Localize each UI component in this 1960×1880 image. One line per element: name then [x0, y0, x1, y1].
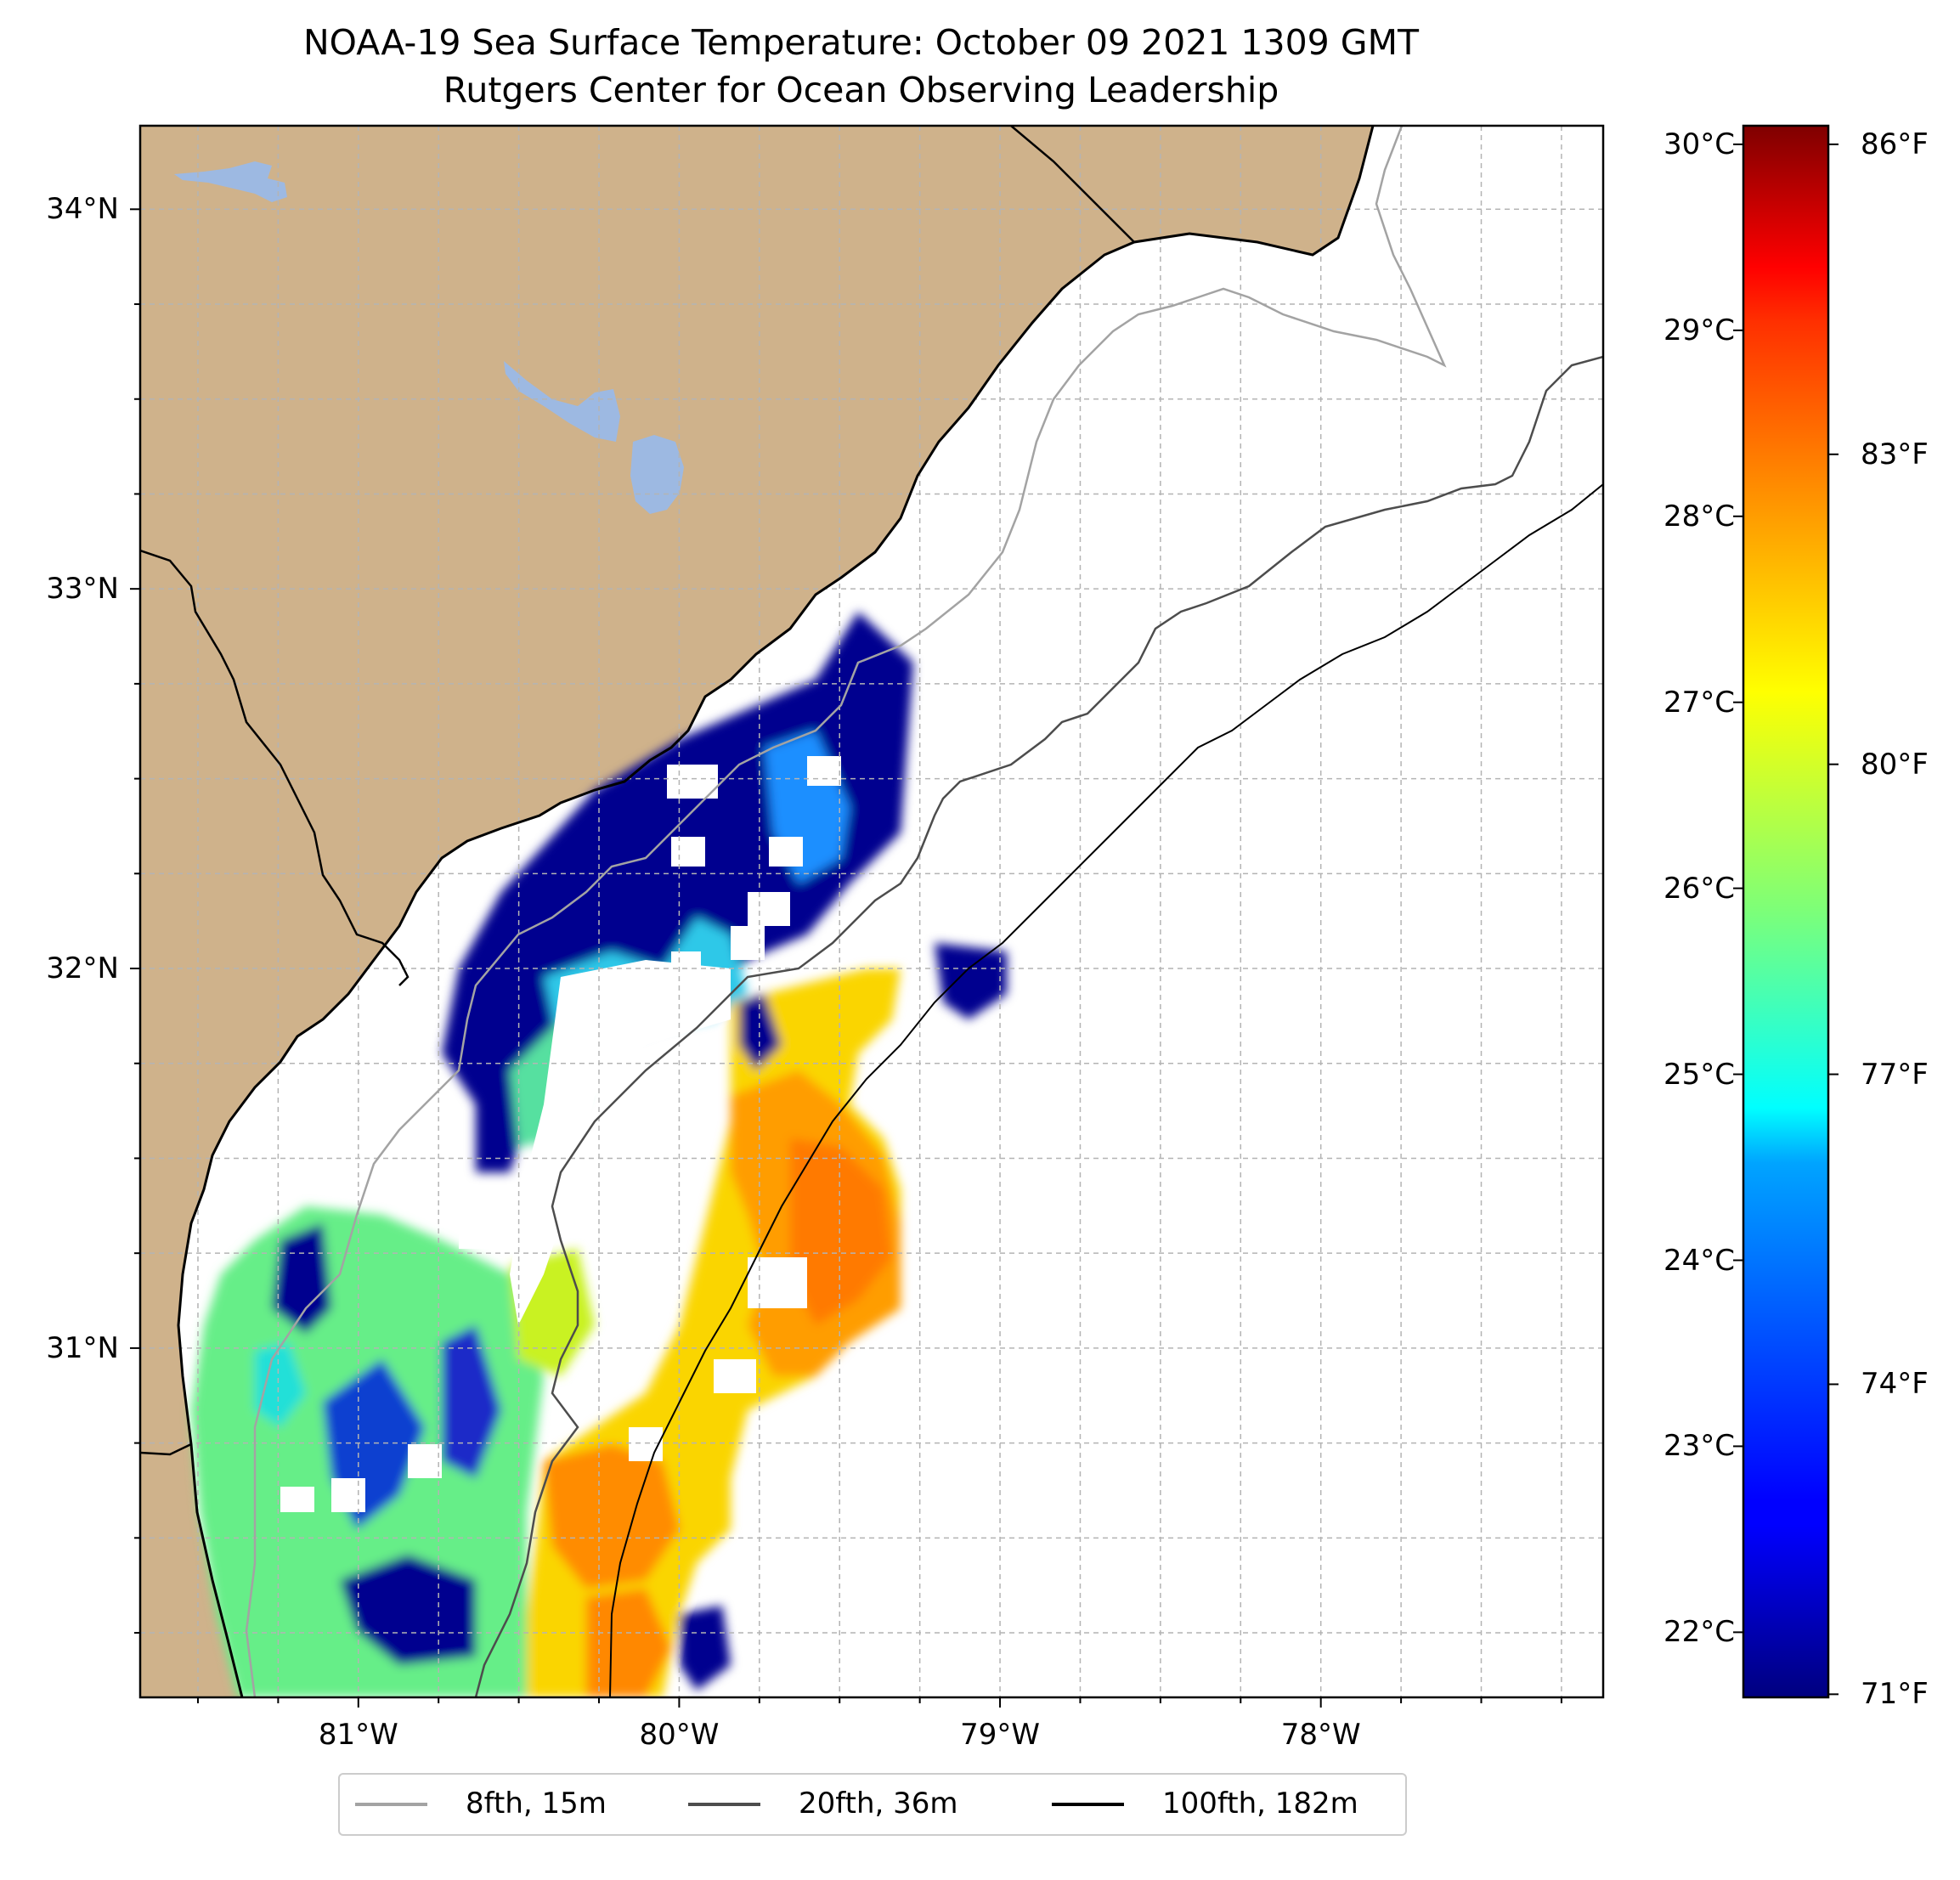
cloud-gaps: [280, 756, 841, 1512]
lake-marion: [504, 361, 620, 442]
lat-tick-label: 32°N: [46, 951, 119, 986]
lake-wateree: [174, 161, 287, 202]
coastline: [177, 126, 1375, 1697]
colorbar-fahrenheit-label: 71°F: [1861, 1677, 1929, 1712]
state-boundary: [140, 549, 410, 986]
colorbar-celsius-label: 29°C: [1663, 313, 1735, 347]
land-mass: [140, 126, 1373, 1697]
colorbar-celsius-label: 27°C: [1663, 685, 1735, 720]
isobath-8fth: [245, 126, 1447, 1697]
lat-tick-label: 31°N: [46, 1330, 119, 1365]
state-boundary-nc: [1010, 126, 1135, 243]
legend-label-100fth: 100fth, 182m: [1162, 1787, 1358, 1821]
colorbar-fahrenheit-label: 86°F: [1861, 127, 1929, 161]
legend-label-20fth: 20fth, 36m: [799, 1787, 958, 1821]
colorbar-celsius-label: 22°C: [1663, 1615, 1735, 1650]
map-ticks: [130, 208, 1562, 1708]
colorbar-celsius-label: 25°C: [1663, 1057, 1735, 1092]
legend-swatch-100fth: [1052, 1803, 1124, 1806]
graticule: [140, 126, 1603, 1697]
colorbar-ticks: [1733, 143, 1839, 1696]
isobath-100fth: [609, 483, 1603, 1697]
figure-subtitle: Rutgers Center for Ocean Observing Leade…: [443, 70, 1279, 110]
colorbar-celsius-label: 30°C: [1663, 127, 1735, 161]
lon-tick-label: 80°W: [639, 1718, 720, 1752]
lon-tick-label: 81°W: [318, 1718, 398, 1752]
colorbar-celsius-label: 28°C: [1663, 499, 1735, 534]
map-frame: [138, 124, 1605, 1699]
lat-tick-label: 34°N: [46, 192, 119, 227]
legend-label-8fth: 8fth, 15m: [466, 1787, 607, 1821]
figure-title: NOAA-19 Sea Surface Temperature: October…: [302, 22, 1419, 63]
colorbar-fahrenheit-label: 74°F: [1861, 1367, 1929, 1402]
lake-moultrie: [630, 435, 684, 514]
colorbar: [1742, 124, 1830, 1699]
state-boundary-fl: [140, 1442, 192, 1456]
colorbar-fahrenheit-label: 83°F: [1861, 437, 1929, 471]
colorbar-fahrenheit-label: 77°F: [1861, 1057, 1929, 1092]
lon-tick-label: 78°W: [1280, 1718, 1361, 1752]
lon-tick-label: 79°W: [960, 1718, 1040, 1752]
isobath-20fth: [474, 355, 1603, 1697]
legend-swatch-8fth: [355, 1803, 427, 1806]
colorbar-fahrenheit-label: 80°F: [1861, 747, 1929, 782]
isobath-legend: 8fth, 15m 20fth, 36m 100fth, 182m: [338, 1773, 1407, 1836]
colorbar-celsius-label: 23°C: [1663, 1429, 1735, 1464]
colorbar-celsius-label: 26°C: [1663, 871, 1735, 906]
lat-tick-label: 33°N: [46, 572, 119, 607]
colorbar-celsius-label: 24°C: [1663, 1243, 1735, 1278]
legend-swatch-20fth: [688, 1803, 760, 1806]
